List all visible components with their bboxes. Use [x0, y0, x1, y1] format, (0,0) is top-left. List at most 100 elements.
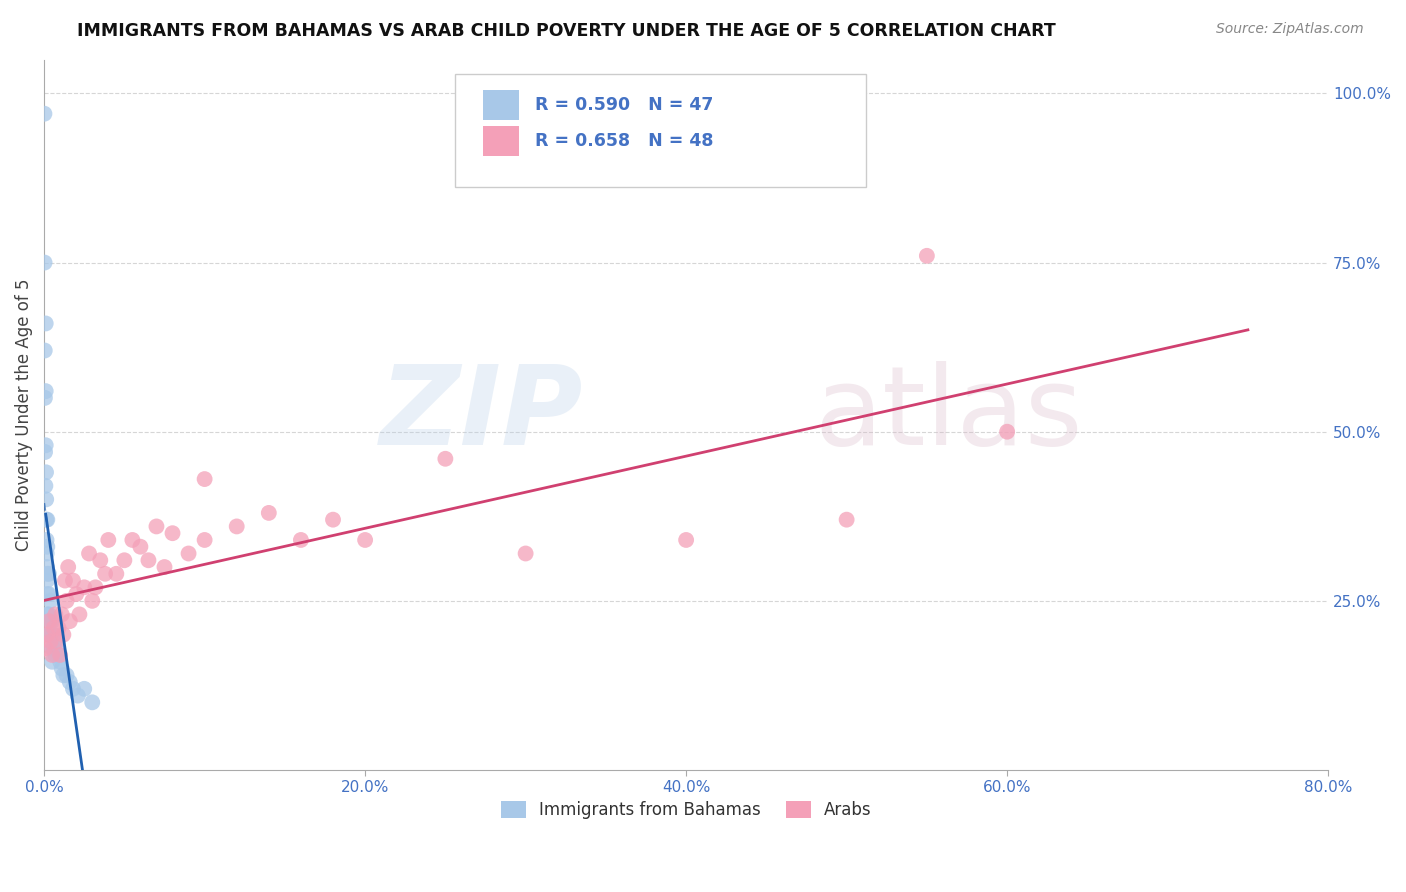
- Point: [82, 695, 104, 709]
- Point: [129, 540, 152, 554]
- Point: [53, 574, 76, 588]
- Point: [82, 594, 104, 608]
- Point: [77, 547, 100, 561]
- Point: [41, 628, 63, 642]
- Point: [38, 607, 60, 622]
- Point: [105, 566, 128, 581]
- Point: [51, 661, 73, 675]
- Point: [55, 594, 77, 608]
- Point: [46, 634, 69, 648]
- Text: R = 0.658   N = 48: R = 0.658 N = 48: [534, 132, 713, 150]
- Point: [62, 574, 84, 588]
- Point: [34, 343, 56, 358]
- Point: [35, 465, 58, 479]
- Point: [73, 580, 96, 594]
- Point: [225, 519, 247, 533]
- Text: ZIP: ZIP: [380, 361, 583, 468]
- Point: [153, 560, 176, 574]
- Point: [34, 391, 56, 405]
- Point: [835, 513, 858, 527]
- Point: [37, 628, 59, 642]
- Point: [37, 607, 59, 622]
- Point: [48, 648, 70, 662]
- Point: [67, 607, 90, 622]
- Point: [38, 614, 60, 628]
- Point: [97, 533, 120, 547]
- Point: [675, 533, 697, 547]
- Point: [112, 553, 135, 567]
- Point: [35, 438, 58, 452]
- Point: [56, 560, 79, 574]
- Point: [257, 506, 280, 520]
- Point: [51, 607, 73, 622]
- Point: [915, 249, 938, 263]
- Point: [34, 106, 56, 120]
- Point: [145, 519, 167, 533]
- Point: [52, 628, 75, 642]
- Point: [121, 533, 143, 547]
- Point: [34, 255, 56, 269]
- Point: [162, 526, 184, 541]
- Point: [48, 621, 70, 635]
- Point: [46, 641, 69, 656]
- Y-axis label: Child Poverty Under the Age of 5: Child Poverty Under the Age of 5: [15, 278, 32, 551]
- Point: [38, 566, 60, 581]
- Point: [65, 587, 87, 601]
- Text: atlas: atlas: [814, 361, 1083, 468]
- Point: [49, 655, 72, 669]
- Point: [35, 547, 58, 561]
- Point: [34, 445, 56, 459]
- Point: [94, 566, 117, 581]
- Point: [35, 560, 58, 574]
- Text: IMMIGRANTS FROM BAHAMAS VS ARAB CHILD POVERTY UNDER THE AGE OF 5 CORRELATION CHA: IMMIGRANTS FROM BAHAMAS VS ARAB CHILD PO…: [77, 22, 1056, 40]
- Bar: [484, 126, 519, 155]
- Point: [52, 668, 75, 682]
- Point: [38, 587, 60, 601]
- Point: [49, 648, 72, 662]
- Point: [44, 648, 66, 662]
- Point: [354, 533, 377, 547]
- Point: [39, 634, 62, 648]
- Point: [42, 621, 65, 635]
- Point: [138, 553, 160, 567]
- Point: [41, 655, 63, 669]
- Point: [41, 648, 63, 662]
- Point: [35, 574, 58, 588]
- Point: [37, 566, 59, 581]
- Point: [35, 317, 58, 331]
- Point: [39, 594, 62, 608]
- Point: [322, 513, 344, 527]
- Point: [84, 580, 107, 594]
- Point: [34, 479, 56, 493]
- Point: [434, 451, 457, 466]
- Point: [35, 384, 58, 398]
- Point: [194, 472, 217, 486]
- Point: [66, 689, 89, 703]
- Point: [62, 681, 84, 696]
- Point: [55, 668, 77, 682]
- Point: [39, 614, 62, 628]
- Point: [44, 634, 66, 648]
- Point: [995, 425, 1018, 439]
- FancyBboxPatch shape: [456, 74, 866, 187]
- Point: [38, 628, 60, 642]
- Point: [35, 641, 58, 656]
- Point: [37, 513, 59, 527]
- Point: [59, 614, 82, 628]
- Point: [59, 675, 82, 690]
- Point: [35, 513, 58, 527]
- Point: [44, 607, 66, 622]
- Point: [42, 628, 65, 642]
- Point: [37, 587, 59, 601]
- Point: [41, 614, 63, 628]
- Text: R = 0.590   N = 47: R = 0.590 N = 47: [534, 96, 713, 114]
- Point: [35, 492, 58, 507]
- Point: [515, 547, 537, 561]
- Point: [42, 641, 65, 656]
- Text: Source: ZipAtlas.com: Source: ZipAtlas.com: [1216, 22, 1364, 37]
- Point: [39, 628, 62, 642]
- Point: [290, 533, 312, 547]
- Point: [73, 681, 96, 696]
- Point: [89, 553, 111, 567]
- Point: [37, 540, 59, 554]
